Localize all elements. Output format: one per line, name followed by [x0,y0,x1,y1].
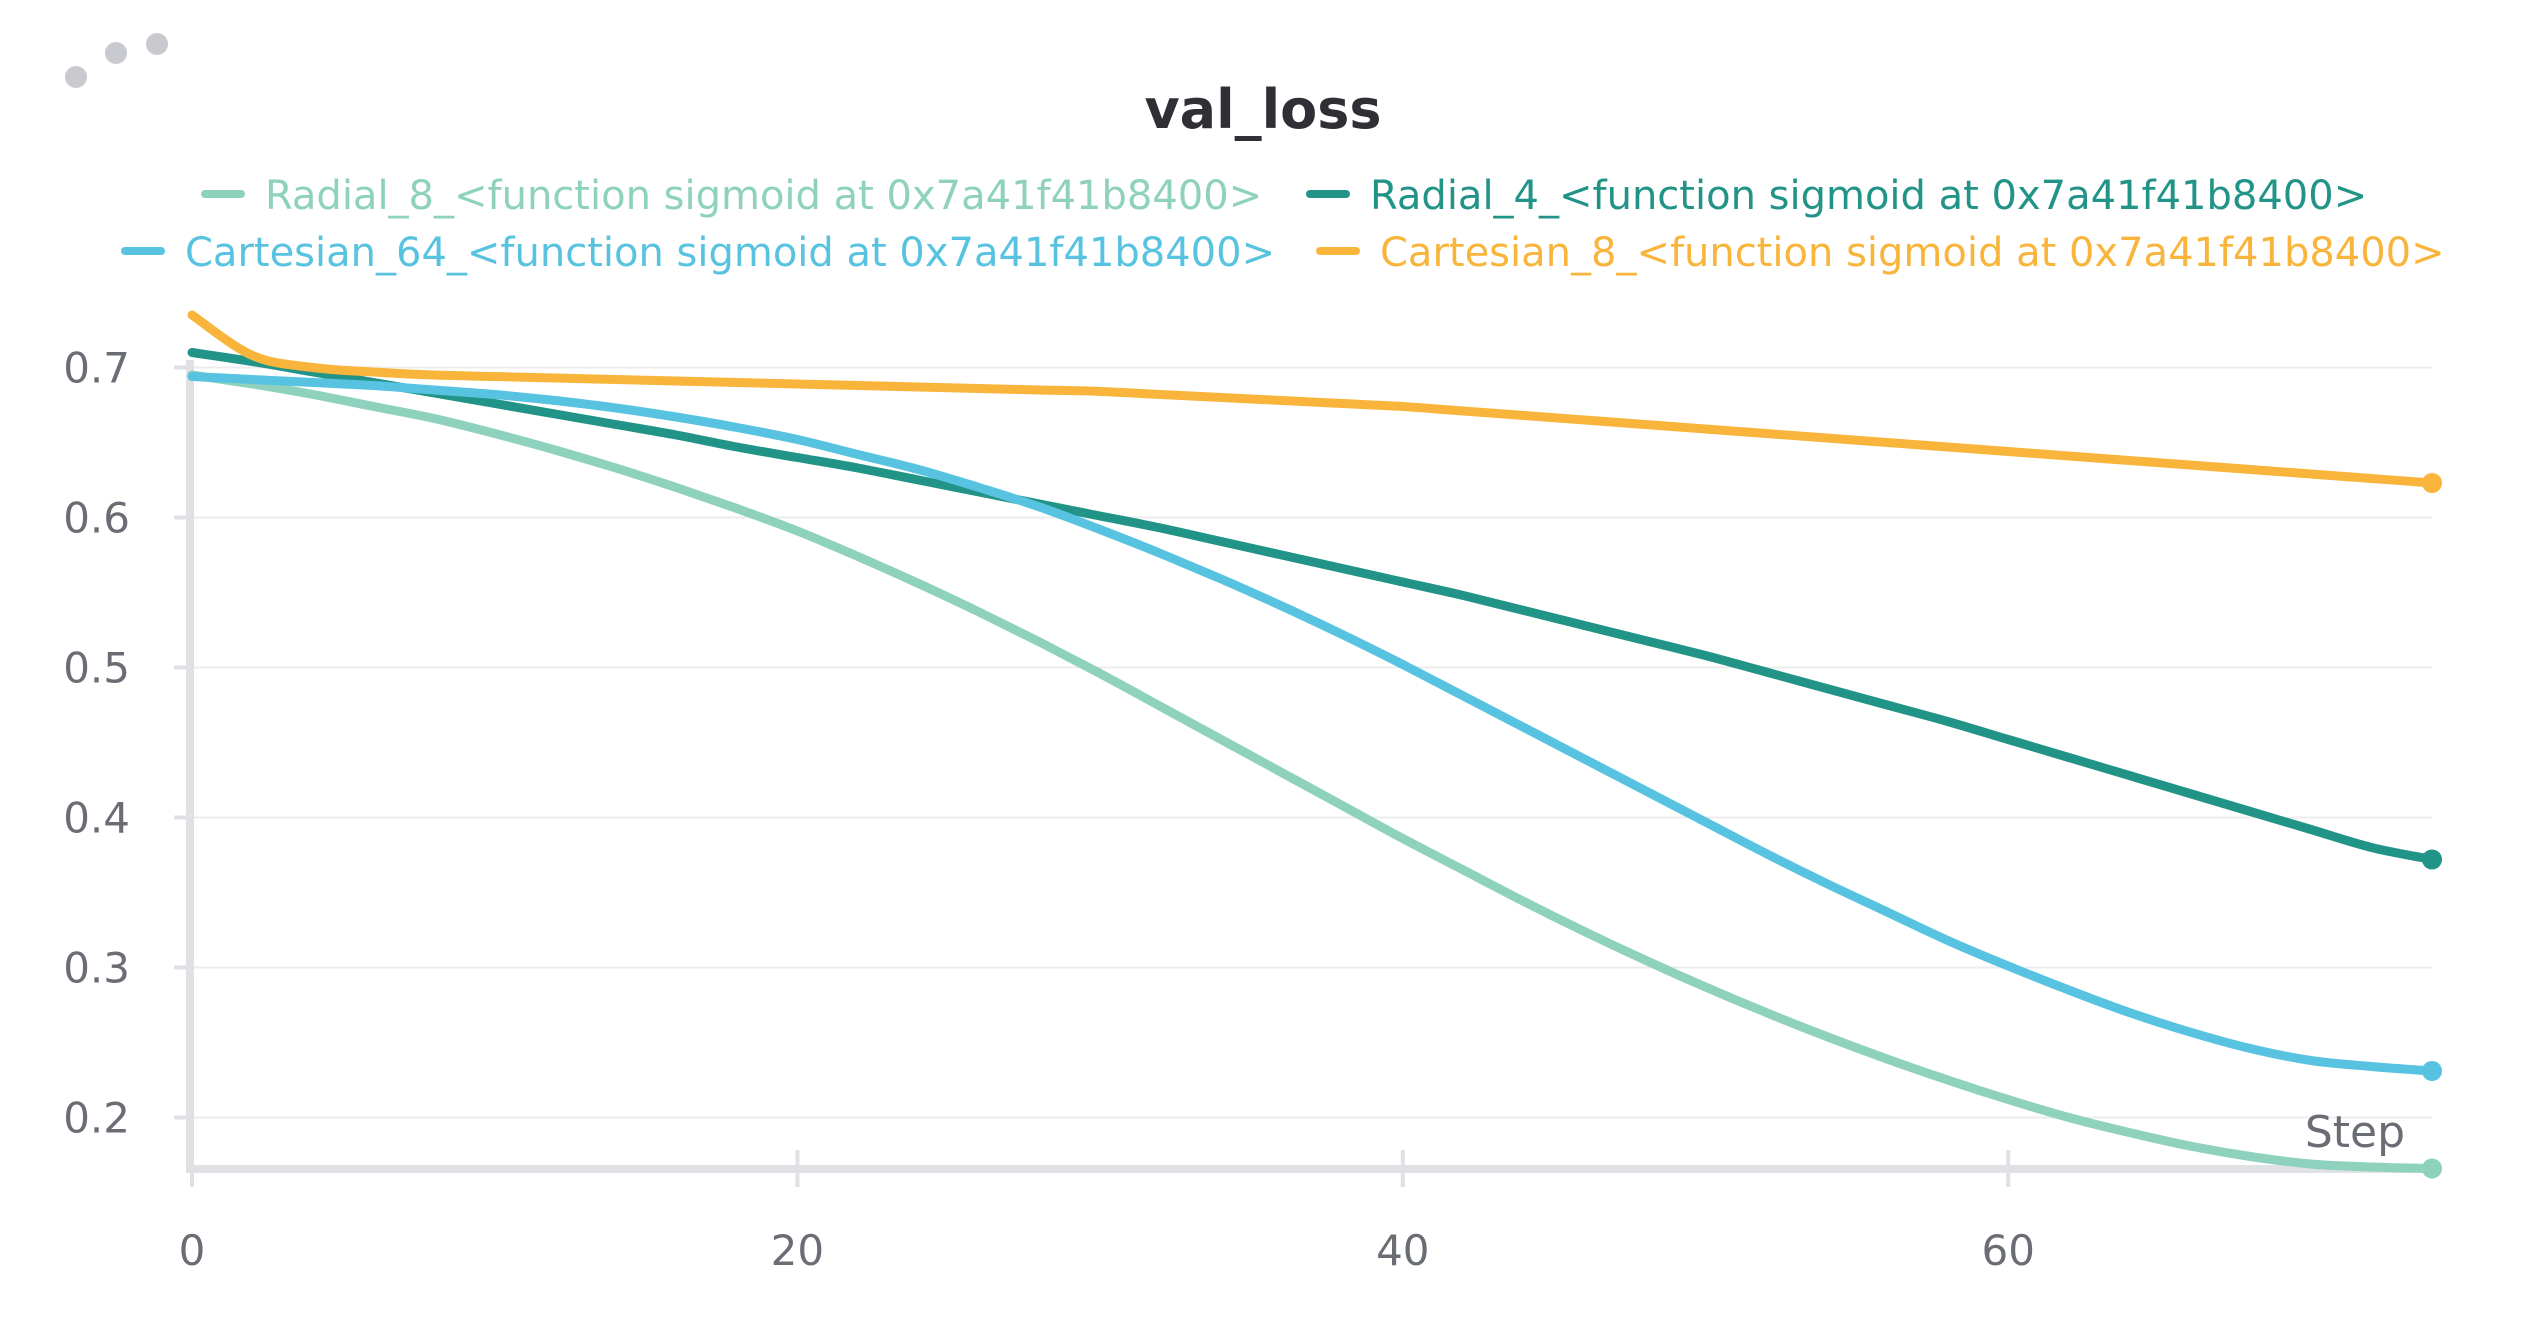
series-line-0 [187,370,2437,1173]
y-tick-label: 0.4 [63,794,130,843]
legend-label-2[interactable]: Cartesian_64_<function sigmoid at 0x7a41… [185,230,1275,276]
grid [174,365,2432,1187]
legend-label-0[interactable]: Radial_8_<function sigmoid at 0x7a41f41b… [265,173,1262,219]
more-dots-icon[interactable] [65,33,168,88]
series-end-point-2 [2422,1061,2442,1081]
series-end-point-0 [2422,1158,2442,1179]
series-line-3 [187,310,2437,488]
legend: Radial_8_<function sigmoid at 0x7a41f41b… [121,173,2445,276]
legend-label-3[interactable]: Cartesian_8_<function sigmoid at 0x7a41f… [1380,230,2445,276]
chart-title: val_loss [1144,78,1381,141]
y-tick-label: 0.6 [63,494,130,543]
x-tick-label: 0 [179,1226,206,1275]
series-end-point-3 [2422,473,2442,493]
ticks: 0.2 0.3 0.4 0.5 0.6 0.7 0 20 40 60 [63,344,2035,1276]
x-tick-label: 60 [1981,1226,2034,1275]
y-tick-label: 0.3 [63,944,130,993]
x-tick-label: 20 [771,1226,824,1275]
x-tick-label: 40 [1376,1226,1429,1275]
series-line-2 [187,372,2437,1076]
y-tick-label: 0.5 [63,644,130,693]
y-tick-label: 0.2 [63,1094,130,1143]
axes [186,360,2432,1173]
series-end-point-1 [2422,849,2442,870]
y-tick-label: 0.7 [63,344,130,393]
series-line-1 [187,348,2437,864]
legend-label-1[interactable]: Radial_4_<function sigmoid at 0x7a41f41b… [1370,173,2367,219]
x-axis-label: Step [2305,1107,2405,1158]
series-group [187,310,2442,1179]
